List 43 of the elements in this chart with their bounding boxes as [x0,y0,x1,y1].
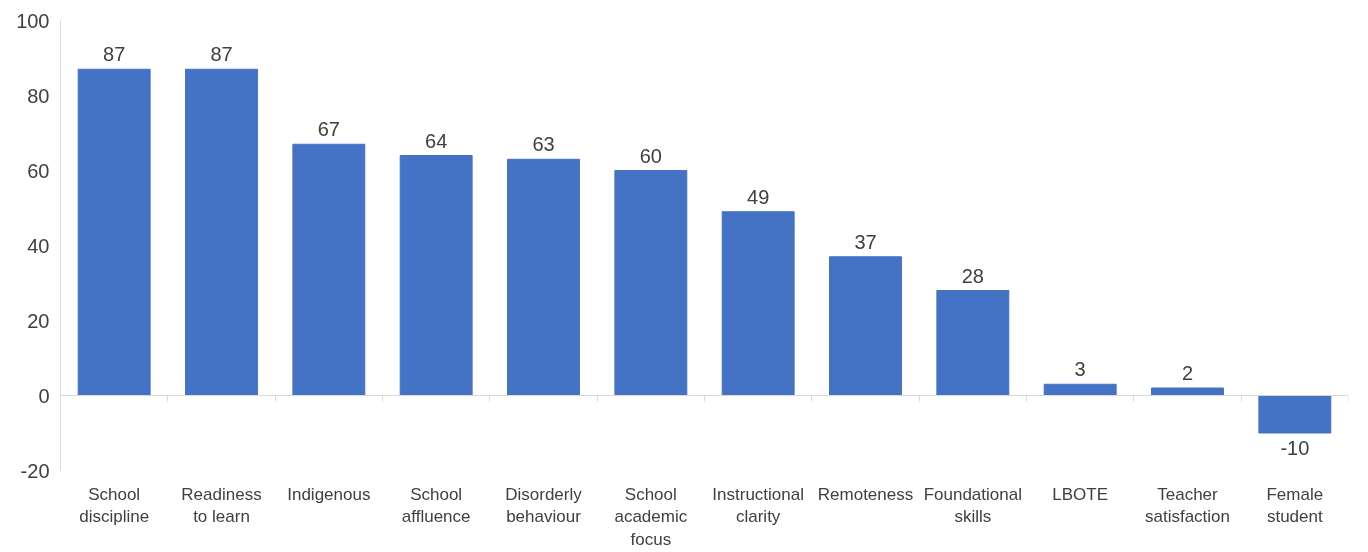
x-tick-label: Indigenous [287,484,371,504]
y-tick-label: 0 [38,384,50,407]
y-tick-label: 20 [27,309,50,332]
data-label: 60 [639,144,662,167]
bar [1151,387,1224,396]
bar [829,256,902,396]
x-tick-label: Female student [1266,484,1324,527]
y-tick-label: 80 [27,84,50,107]
data-label: 67 [317,118,340,141]
x-tick-label: Teacher satisfaction [1144,484,1231,527]
x-tick-label: Remoteness [817,484,914,504]
bar [936,290,1010,396]
data-label: 28 [961,264,984,287]
y-tick-label: 100 [16,9,50,32]
x-tick-label: School discipline [79,484,150,527]
bar [614,170,688,396]
bar [507,158,580,396]
bar [399,155,473,396]
y-tick-label: 60 [27,159,50,182]
data-label: 2 [1181,362,1194,384]
data-label: 64 [425,129,448,152]
data-label: 49 [747,185,770,208]
data-label: 63 [532,133,555,156]
x-tick-label: School academic focus [614,484,688,550]
data-label: 3 [1074,358,1086,381]
x-tick-label: Instructional clarity [712,484,805,527]
bar [77,68,151,396]
data-label: 87 [103,43,126,66]
data-label: 87 [210,43,233,66]
x-tick-label: School affluence [401,484,471,527]
x-tick-label: Readiness to learn [181,484,262,527]
bar [1043,383,1117,396]
bar [721,211,795,396]
x-tick-label: Foundational skills [923,484,1022,527]
x-tick-label: LBOTE [1052,484,1109,504]
y-tick-label: -20 [20,459,50,482]
bar [292,143,366,396]
y-tick-label: 40 [27,234,50,257]
bar [1258,395,1332,434]
data-label: -10 [1280,437,1310,459]
bar [185,68,258,396]
x-tick-label: Disorderly behaviour [505,484,583,527]
data-label: 37 [854,230,877,253]
